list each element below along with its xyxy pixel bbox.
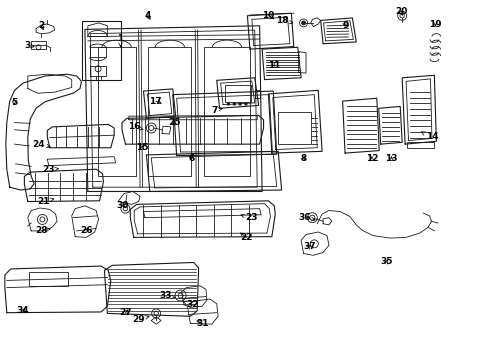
Bar	[407, 142, 434, 148]
Text: 17: 17	[149, 96, 162, 105]
Bar	[29, 272, 68, 286]
Text: 9: 9	[343, 21, 349, 30]
Text: 1: 1	[118, 34, 123, 46]
Text: 37: 37	[303, 242, 316, 251]
Text: 32: 32	[183, 300, 199, 309]
Text: 25: 25	[168, 118, 180, 127]
Text: 10: 10	[262, 10, 274, 19]
Text: 13: 13	[385, 154, 398, 163]
Circle shape	[233, 103, 236, 105]
Text: 28: 28	[35, 226, 50, 235]
Text: 11: 11	[268, 61, 281, 70]
Text: 36: 36	[298, 213, 315, 222]
Text: 6: 6	[188, 154, 195, 163]
Text: 29: 29	[132, 315, 149, 324]
Bar	[225, 85, 251, 102]
Text: 2: 2	[38, 21, 45, 30]
Text: 19: 19	[429, 19, 441, 28]
Text: 20: 20	[395, 7, 407, 16]
Bar	[82, 21, 121, 80]
Text: 26: 26	[80, 226, 93, 235]
Text: 34: 34	[17, 306, 29, 315]
Text: 23: 23	[42, 165, 58, 174]
Text: 18: 18	[276, 16, 293, 25]
Text: 22: 22	[240, 233, 253, 242]
Circle shape	[239, 103, 241, 105]
Bar	[278, 112, 311, 144]
Bar	[148, 47, 191, 176]
Circle shape	[301, 21, 306, 25]
Text: 4: 4	[144, 10, 150, 19]
Text: 15: 15	[136, 143, 149, 152]
Text: 8: 8	[300, 154, 307, 163]
Text: 21: 21	[37, 197, 54, 206]
Circle shape	[227, 103, 230, 105]
Bar	[203, 47, 250, 176]
Text: 33: 33	[159, 291, 175, 300]
Text: 16: 16	[127, 122, 143, 131]
Text: 14: 14	[421, 132, 438, 141]
Text: 31: 31	[196, 319, 209, 328]
Text: 23: 23	[241, 213, 258, 222]
Text: 7: 7	[212, 105, 222, 114]
Text: 5: 5	[11, 98, 17, 107]
Text: 35: 35	[380, 257, 393, 266]
Text: 27: 27	[119, 308, 132, 317]
Text: 30: 30	[117, 201, 129, 210]
Text: 12: 12	[366, 154, 378, 163]
Text: 24: 24	[32, 140, 50, 149]
Text: 3: 3	[24, 41, 34, 50]
Circle shape	[245, 103, 247, 105]
Bar	[98, 47, 136, 176]
Bar	[31, 41, 46, 49]
